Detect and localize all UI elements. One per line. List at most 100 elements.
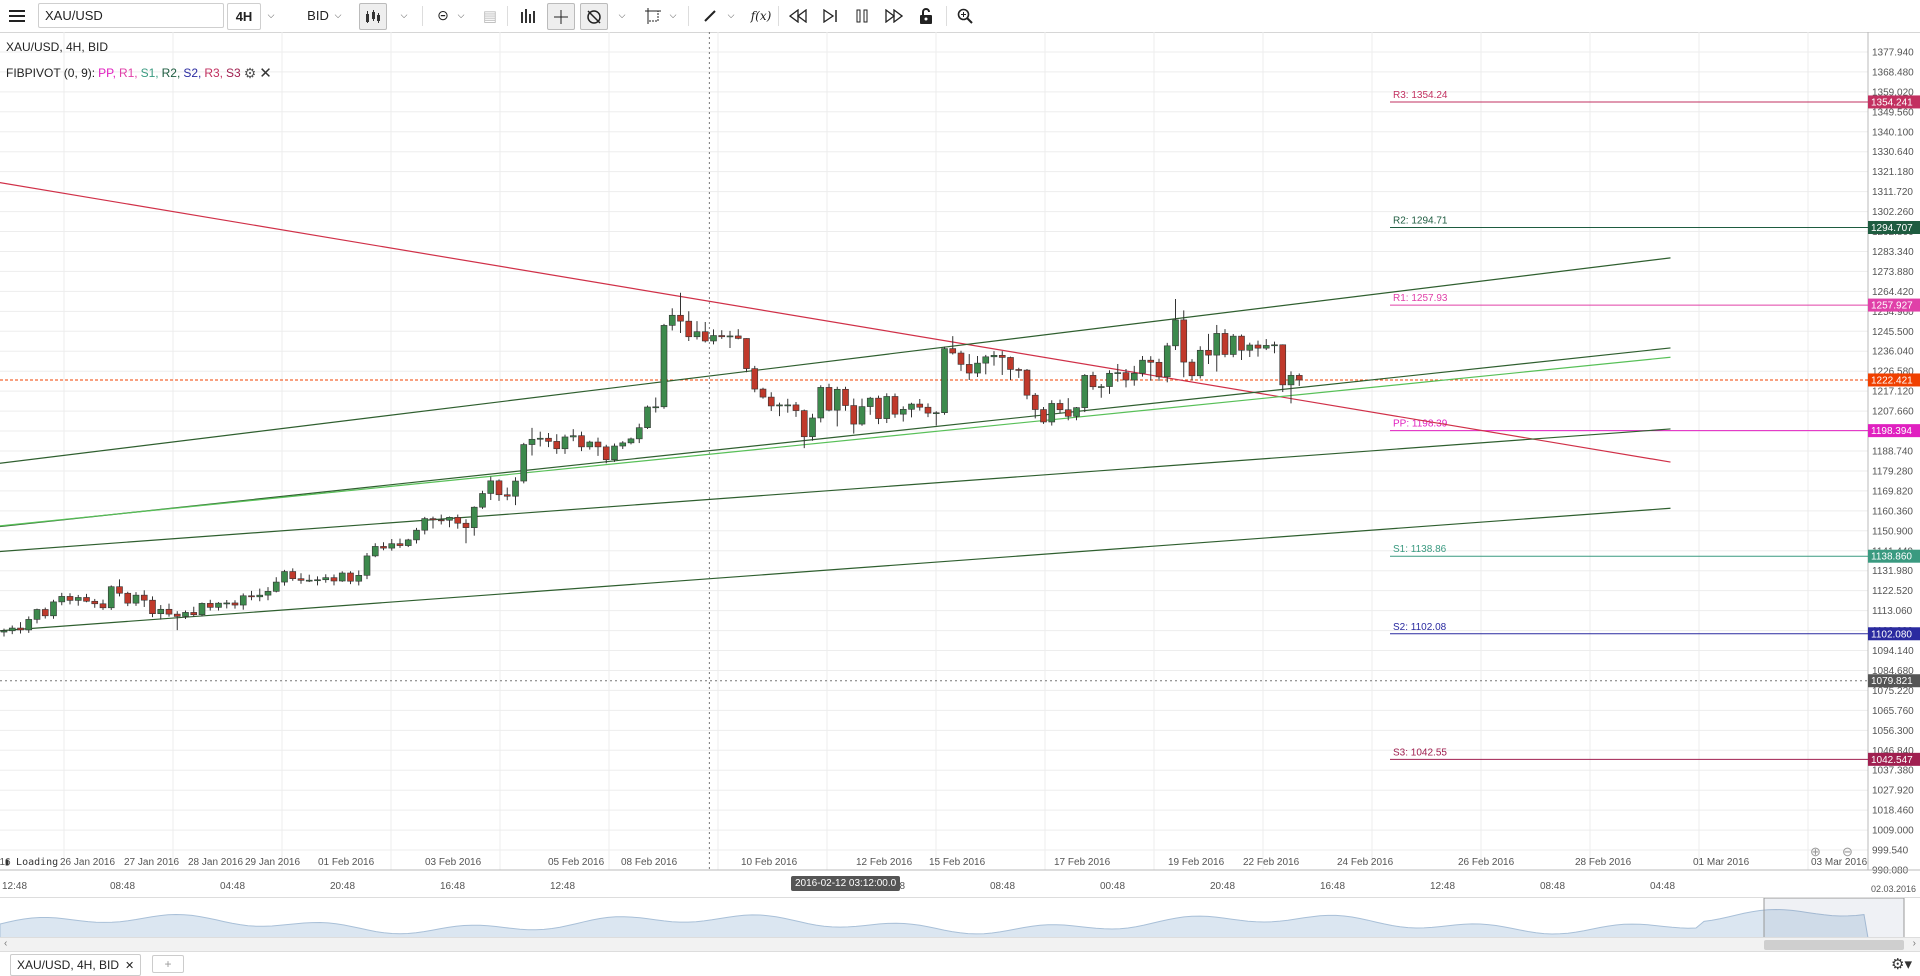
price-marker-s3 (1868, 752, 1920, 766)
navigator-window[interactable] (1763, 898, 1905, 938)
candle-bearish (83, 597, 90, 602)
candle-bullish (528, 438, 536, 445)
candle-bullish (619, 442, 627, 447)
candle-bullish (8, 627, 16, 632)
candles-icon[interactable] (359, 3, 387, 30)
tab-xauusd[interactable]: XAU/USD, 4H, BID ✕ (10, 954, 142, 976)
price-type-select[interactable]: BID (307, 8, 329, 23)
horizontal-scrollbar[interactable]: ‹ › (0, 937, 1920, 952)
chevron-down-icon[interactable]: ⌵ (267, 10, 275, 20)
tab-label: XAU/USD, 4H, BID (17, 958, 120, 972)
symbol-input[interactable]: XAU/USD (38, 3, 224, 28)
y-tick-label: 1065.760 (1872, 706, 1914, 717)
settings-gear-icon[interactable]: ⚙▾ (1891, 956, 1912, 973)
navigator-strip[interactable] (0, 897, 1920, 938)
menu-icon[interactable] (4, 3, 30, 28)
toolbar-divider (778, 6, 779, 26)
candle-bearish (91, 600, 99, 605)
loading-text: Loading (16, 857, 59, 868)
candle-bullish (1287, 375, 1295, 386)
scroll-left-icon[interactable]: ‹ (4, 938, 8, 949)
zoom-in-icon[interactable]: ⊕ (1810, 844, 1821, 859)
candle-bearish (718, 335, 726, 338)
legend-r3: R3, (204, 66, 224, 80)
close-icon[interactable]: ✕ (259, 65, 272, 82)
price-marker-label: 1042.547 (1871, 755, 1913, 766)
x-time-label: 12:48 (2, 881, 27, 892)
gear-icon[interactable]: ⚙ (243, 64, 257, 81)
magnet-icon[interactable] (580, 3, 608, 30)
object-icon[interactable]: ⊝ (437, 7, 449, 23)
zoom-in-icon[interactable] (952, 3, 978, 28)
candle-bullish (1163, 345, 1171, 378)
chevron-down-icon[interactable]: ⌵ (669, 10, 677, 20)
legend-s1: S1, (140, 66, 159, 80)
y-tick-label: 1113.060 (1872, 606, 1913, 617)
candle-bearish (1155, 361, 1163, 378)
fast-forward-icon[interactable] (881, 3, 907, 28)
chevron-down-icon[interactable]: ⌵ (457, 10, 465, 20)
y-tick-label: 1084.680 (1872, 666, 1914, 677)
chevron-down-icon[interactable]: ⌵ (727, 10, 735, 20)
candle-bearish (330, 577, 338, 582)
candle-bullish (272, 581, 280, 592)
candle-bullish (710, 335, 717, 342)
drawing-area-icon[interactable] (640, 3, 666, 28)
candle-bullish (652, 406, 660, 409)
y-tick-label: 990.080 (1872, 866, 1909, 877)
candle-bearish (685, 320, 693, 338)
x-time-label: 16:48 (440, 881, 465, 892)
candle-bullish (1139, 359, 1146, 374)
candle-bearish (1221, 333, 1229, 355)
x-time-label: 20:48 (1210, 881, 1235, 892)
candle-bullish (520, 444, 528, 482)
pencil-icon[interactable] (697, 3, 723, 28)
candle-bearish (1122, 372, 1130, 381)
y-tick-label: 1056.300 (1872, 726, 1914, 737)
close-icon[interactable]: ✕ (125, 959, 135, 972)
pivot-label-s2: S2: 1102.08 (1393, 622, 1447, 633)
candle-bearish (545, 437, 552, 442)
candle-bearish (957, 352, 965, 365)
candle-bullish (693, 331, 701, 338)
blank-icon[interactable]: ▤ (482, 7, 498, 25)
candle-bearish (1007, 357, 1014, 370)
x-time-label: 04:48 (1650, 881, 1675, 892)
zoom-out-icon[interactable]: ⊖ (1842, 844, 1853, 859)
candle-bullish (990, 355, 998, 358)
candle-bullish (404, 539, 412, 546)
rewind-icon[interactable] (785, 3, 811, 28)
price-chart[interactable]: 1377.940 1368.480 1359.020 1349.560 1340.100… (0, 32, 1920, 897)
candle-bullish (569, 435, 577, 438)
candle-bearish (495, 480, 503, 496)
candle-bullish (182, 612, 189, 617)
trendline (0, 356, 1671, 527)
pause-icon[interactable] (849, 3, 875, 28)
add-tab-button[interactable]: + (152, 955, 184, 973)
scrollbar-thumb[interactable] (1764, 940, 1904, 950)
candle-bullish (388, 543, 396, 549)
candle-bullish (1130, 372, 1138, 381)
candle-bullish (776, 404, 783, 407)
scroll-right-icon[interactable]: › (1912, 938, 1916, 949)
period-select[interactable]: 4H (227, 3, 261, 30)
candle-bullish (487, 480, 495, 494)
chevron-down-icon[interactable]: ⌵ (618, 10, 626, 20)
candle-bearish (454, 517, 462, 524)
lock-icon[interactable] (913, 3, 939, 28)
candle-bullish (305, 579, 313, 582)
candle-bullish (1106, 372, 1113, 387)
candle-bearish (462, 522, 470, 528)
chevron-down-icon[interactable]: ⌵ (400, 10, 408, 20)
candle-bearish (792, 404, 800, 411)
crosshair-icon[interactable] (547, 3, 575, 30)
candle-bullish (644, 406, 651, 428)
x-date-label: 28 Jan 2016 (188, 857, 243, 868)
step-forward-icon[interactable] (817, 3, 843, 28)
function-icon[interactable]: f(x) (750, 8, 772, 23)
bars-icon[interactable] (515, 3, 541, 28)
chevron-down-icon[interactable]: ⌵ (334, 10, 342, 20)
y-tick-label: 1283.340 (1872, 247, 1914, 258)
price-marker-r2 (1868, 221, 1920, 235)
candle-bullish (536, 437, 544, 440)
